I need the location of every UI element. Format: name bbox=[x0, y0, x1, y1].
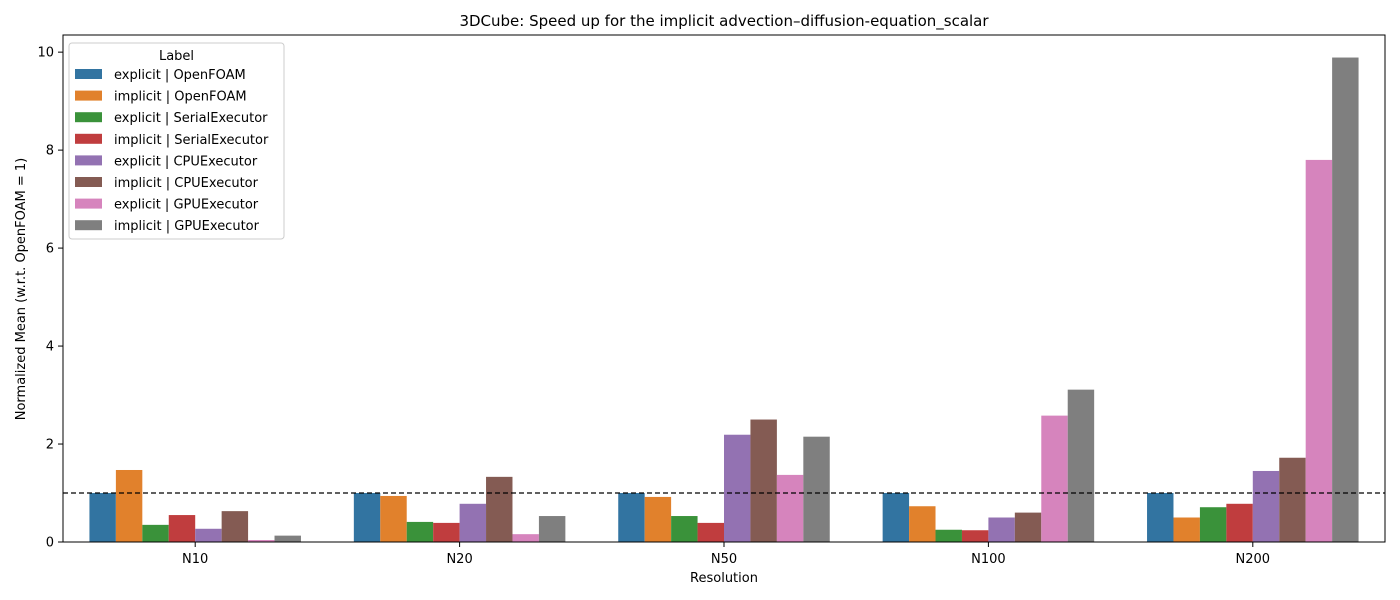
legend: Label explicit | OpenFOAM implicit | OpenF… bbox=[68, 42, 285, 240]
legend-label: implicit | CPUExecutor bbox=[114, 176, 259, 191]
y-tick-label: 0 bbox=[46, 536, 54, 551]
bar bbox=[1014, 512, 1042, 542]
legend-swatch bbox=[75, 198, 102, 209]
bar bbox=[142, 524, 169, 542]
legend-label: explicit | SerialExecutor bbox=[114, 111, 268, 126]
bar bbox=[248, 540, 275, 542]
bar bbox=[274, 535, 301, 542]
legend-swatch bbox=[75, 69, 102, 79]
bar bbox=[406, 521, 434, 542]
bar bbox=[882, 493, 910, 542]
legend-swatch bbox=[75, 155, 102, 166]
bar bbox=[353, 493, 381, 542]
bar bbox=[221, 511, 249, 542]
legend-label: implicit | OpenFOAM bbox=[114, 90, 247, 105]
x-tick-label: N50 bbox=[711, 552, 737, 567]
legend-label: explicit | GPUExecutor bbox=[114, 198, 259, 213]
bar bbox=[671, 516, 698, 542]
bar bbox=[538, 516, 566, 542]
bar bbox=[618, 493, 645, 542]
legend-title: Label bbox=[159, 49, 194, 64]
y-axis: 0 2 4 6 8 10 bbox=[37, 46, 63, 551]
bar bbox=[1147, 493, 1174, 542]
bar bbox=[486, 476, 513, 542]
bar bbox=[1252, 470, 1280, 542]
bar bbox=[459, 503, 487, 542]
legend-label: implicit | GPUExecutor bbox=[114, 219, 260, 234]
bar bbox=[1279, 457, 1306, 542]
y-tick-label: 6 bbox=[46, 242, 54, 257]
x-axis-title: Resolution bbox=[690, 571, 758, 586]
bar bbox=[433, 522, 460, 542]
bar bbox=[168, 515, 196, 542]
bar bbox=[935, 529, 962, 542]
bar bbox=[1067, 389, 1095, 542]
bar bbox=[195, 528, 222, 542]
y-tick-label: 2 bbox=[46, 438, 54, 453]
legend-swatch bbox=[75, 133, 102, 144]
bar bbox=[1173, 517, 1200, 542]
x-tick-label: N100 bbox=[971, 552, 1006, 567]
legend-label: implicit | SerialExecutor bbox=[114, 133, 269, 148]
bar bbox=[724, 434, 751, 542]
x-tick-label: N200 bbox=[1236, 552, 1271, 567]
bar bbox=[1305, 159, 1333, 543]
legend-swatch bbox=[75, 220, 102, 231]
bar bbox=[776, 474, 804, 542]
y-tick-label: 10 bbox=[37, 46, 54, 61]
legend-label: explicit | CPUExecutor bbox=[114, 154, 258, 169]
legend-frame bbox=[68, 42, 285, 240]
bar bbox=[988, 517, 1015, 542]
bar bbox=[380, 495, 407, 542]
bar bbox=[1332, 57, 1359, 543]
legend-label: explicit | OpenFOAM bbox=[114, 68, 246, 83]
bar bbox=[697, 522, 724, 542]
bar bbox=[750, 419, 777, 542]
bar bbox=[89, 493, 116, 542]
bar bbox=[115, 469, 143, 542]
bar bbox=[909, 506, 936, 542]
legend-swatch bbox=[75, 112, 102, 123]
y-axis-title: Normalized Mean (w.r.t. OpenFOAM = 1) bbox=[14, 158, 29, 421]
bar bbox=[512, 534, 539, 542]
y-tick-label: 8 bbox=[46, 144, 54, 159]
x-tick-label: N20 bbox=[446, 552, 472, 567]
bar bbox=[1041, 415, 1068, 542]
bar bbox=[803, 436, 830, 542]
x-axis: N10 N20 N50 N100 N200 bbox=[182, 542, 1270, 567]
bar bbox=[1199, 507, 1227, 542]
x-tick-label: N10 bbox=[182, 552, 208, 567]
chart-title: 3DCube: Speed up for the implicit advect… bbox=[459, 12, 989, 31]
bars-group bbox=[89, 57, 1359, 543]
y-tick-label: 4 bbox=[46, 340, 54, 355]
bar bbox=[961, 530, 989, 542]
bar bbox=[644, 496, 672, 542]
legend-swatch bbox=[75, 90, 102, 101]
bar bbox=[1226, 503, 1253, 542]
legend-swatch bbox=[75, 177, 102, 187]
